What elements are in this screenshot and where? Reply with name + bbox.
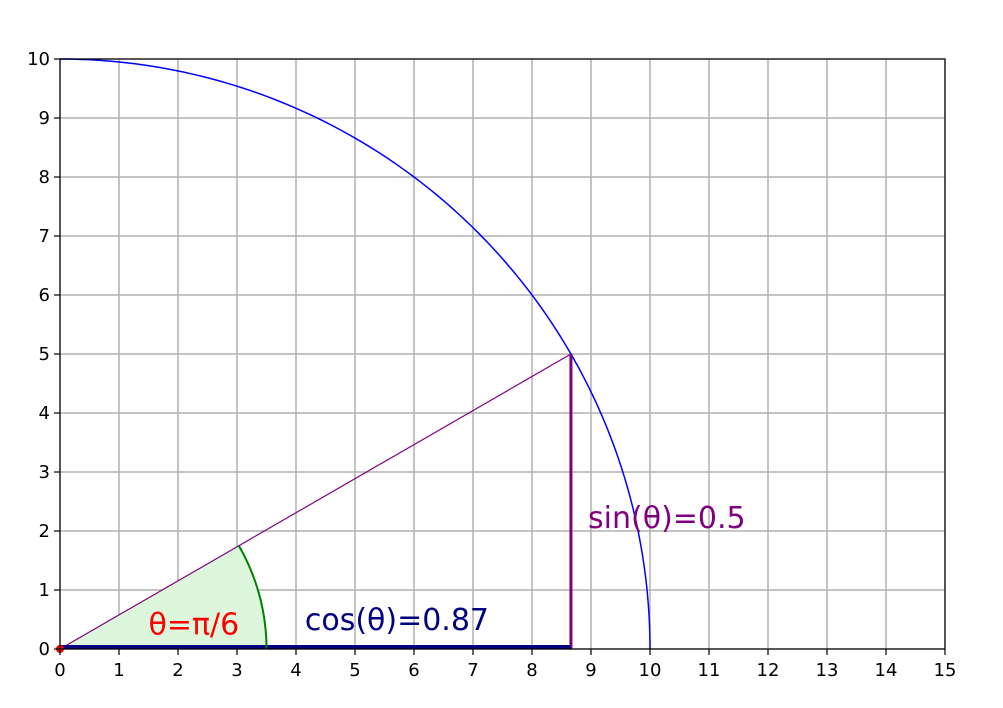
y-tick-label: 2 [39,521,50,542]
y-tick-label: 1 [39,580,50,601]
x-tick-label: 0 [54,660,65,681]
cos-annotation: cos(θ)=0.87 [305,603,489,638]
x-tick-label: 11 [698,660,721,681]
y-tick-label: 9 [39,108,50,129]
x-tick-label: 10 [639,660,662,681]
y-tick-label: 8 [39,167,50,188]
y-tick-label: 0 [39,639,50,660]
x-tick-label: 8 [526,660,537,681]
x-tick-label: 14 [875,660,898,681]
angle-arc [237,545,268,650]
x-tick-label: 6 [408,660,419,681]
theta-annotation: θ=π/6 [149,607,240,642]
x-tick-label: 2 [172,660,183,681]
angle-sector-fill [60,545,267,649]
y-tick-label: 7 [39,226,50,247]
x-tick-label: 5 [349,660,360,681]
y-tick-label: 6 [39,285,50,306]
x-tick-label: 1 [113,660,124,681]
grid [59,58,946,650]
x-tick-label: 13 [816,660,839,681]
x-tick-label: 3 [231,660,242,681]
sin-annotation: sin(θ)=0.5 [588,501,746,536]
radius-line [59,353,572,650]
y-tick-label: 4 [39,403,50,424]
y-tick-label: 10 [27,49,50,70]
y-tick-label: 5 [39,344,50,365]
x-tick-label: 12 [757,660,780,681]
y-tick-label: 3 [39,462,50,483]
x-tick-label: 4 [290,660,301,681]
x-tick-label: 7 [467,660,478,681]
x-tick-label: 15 [934,660,957,681]
x-tick-label: 9 [585,660,596,681]
quarter-circle-arc [59,58,651,650]
